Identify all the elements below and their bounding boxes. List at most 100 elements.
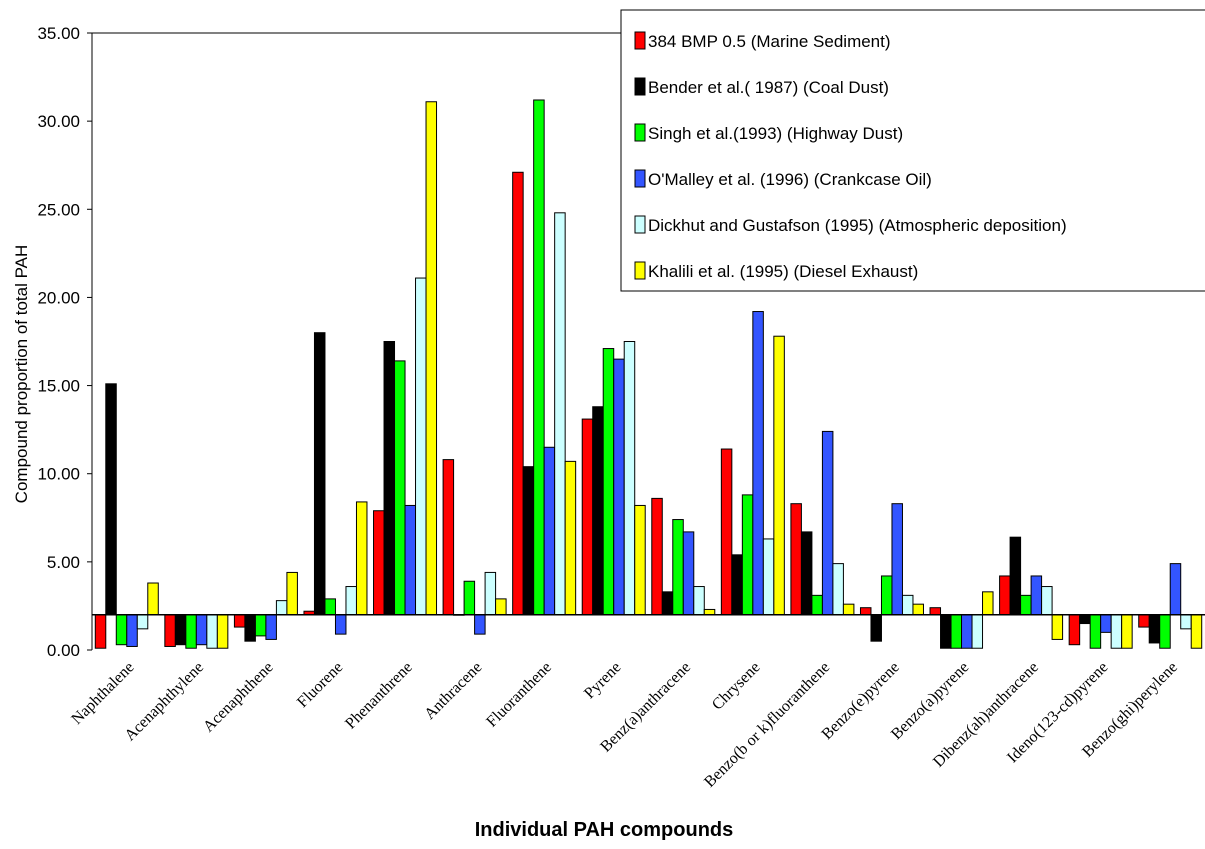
- bar-4-anthracene: [474, 614, 486, 635]
- y-tick-label: 20.00: [37, 288, 80, 307]
- bar-5-ideno-123-cd-pyrene: [1110, 614, 1123, 649]
- y-tick-labels: 0.00 5.00 10.00 15.00 20.00 25.00 30.00 35.00: [37, 24, 92, 660]
- legend-label: O'Malley et al. (1996) (Crankcase Oil): [648, 170, 932, 189]
- bar-2-acenaphthene: [244, 614, 256, 642]
- bar-3-benzo-ghi-perylene: [1159, 614, 1171, 649]
- y-tick-label: 25.00: [37, 200, 80, 219]
- bar-1-pyrene: [581, 418, 594, 616]
- bar-3-anthracene: [463, 580, 476, 616]
- legend-box: [620, 9, 1205, 292]
- bar-2-chrysene: [731, 554, 743, 616]
- bar-5-naphthalene: [136, 614, 149, 630]
- bar-6-acenaphthene: [286, 571, 298, 616]
- bar-4-benzo-e-pyrene: [891, 503, 903, 616]
- x-tick-label: Pyrene: [581, 659, 624, 702]
- bar-1-ideno-123-cd-pyrene: [1068, 614, 1081, 646]
- bar-4-fluoranthene: [543, 446, 556, 616]
- bar-5-benz-a-anthracene: [693, 586, 705, 616]
- y-axis-label: Compound proportion of total PAH: [12, 245, 31, 504]
- bar-5-pyrene: [623, 341, 636, 616]
- bar-6-acenaphthylene: [216, 614, 229, 649]
- bar-3-dibenz-ah-anthracene: [1020, 594, 1032, 616]
- bar-1-phenanthrene: [373, 510, 385, 616]
- bar-3-benzo-b-or-k-fluoranthene: [811, 594, 823, 616]
- bar-6-anthracene: [495, 598, 507, 616]
- bar-6-phenanthrene: [425, 101, 438, 616]
- y-tick-label: 35.00: [37, 24, 80, 43]
- legend-swatch: [634, 123, 646, 142]
- legend-swatch: [634, 261, 646, 280]
- bar-4-fluorene: [334, 614, 347, 635]
- bar-1-benzo-e-pyrene: [859, 607, 872, 616]
- bar-2-benz-a-anthracene: [661, 591, 674, 616]
- bar-3-pyrene: [602, 348, 615, 616]
- bar-1-chrysene: [720, 448, 733, 616]
- bar-1-acenaphthene: [233, 614, 246, 628]
- bar-3-phenanthrene: [394, 360, 406, 616]
- bar-4-chrysene: [752, 311, 764, 616]
- y-tick-label: 10.00: [37, 465, 80, 484]
- bar-1-acenaphthylene: [164, 614, 176, 647]
- x-tick-label: Naphthalene: [68, 659, 137, 728]
- legend-label: 384 BMP 0.5 (Marine Sediment): [648, 32, 891, 51]
- bar-3-naphthalene: [115, 614, 128, 646]
- bar-2-fluorene: [313, 332, 326, 616]
- bar-5-acenaphthylene: [206, 614, 218, 649]
- bar-3-acenaphthylene: [185, 614, 197, 649]
- legend-swatch: [634, 31, 646, 50]
- bar-6-fluorene: [355, 501, 368, 616]
- bar-4-acenaphthylene: [195, 614, 208, 646]
- x-tick-label: Phenanthrene: [342, 659, 416, 733]
- bar-6-naphthalene: [147, 582, 159, 616]
- bar-5-benzo-b-or-k-fluoranthene: [832, 563, 844, 616]
- bar-6-benzo-e-pyrene: [912, 603, 924, 616]
- y-tick-label: 30.00: [37, 112, 80, 131]
- bar-4-benzo-b-or-k-fluoranthene: [821, 430, 834, 616]
- bar-1-benzo-a-pyrene: [929, 607, 942, 616]
- legend-swatch: [634, 169, 646, 188]
- bar-1-anthracene: [442, 459, 455, 616]
- legend-label: Bender et al.( 1987) (Coal Dust): [648, 78, 889, 97]
- bar-4-dibenz-ah-anthracene: [1030, 575, 1043, 616]
- bar-2-benzo-e-pyrene: [870, 614, 882, 642]
- legend-swatch: [634, 215, 646, 234]
- legend-label: Khalili et al. (1995) (Diesel Exhaust): [648, 262, 918, 281]
- bar-5-acenaphthene: [275, 600, 288, 616]
- x-axis-label: Individual PAH compounds: [475, 819, 734, 841]
- y-tick-label: 15.00: [37, 377, 80, 396]
- x-tick-label: Anthracene: [421, 659, 485, 723]
- bar-3-ideno-123-cd-pyrene: [1089, 614, 1102, 649]
- bar-5-fluoranthene: [554, 212, 566, 616]
- x-tick-label: Chrysene: [709, 659, 764, 714]
- bar-4-benzo-a-pyrene: [961, 614, 973, 649]
- bar-1-dibenz-ah-anthracene: [999, 575, 1011, 616]
- bar-3-benz-a-anthracene: [672, 519, 684, 616]
- bar-3-fluoranthene: [533, 99, 545, 616]
- bar-2-benzo-a-pyrene: [940, 614, 952, 649]
- y-tick-label: 5.00: [47, 553, 80, 572]
- bar-5-phenanthrene: [415, 277, 427, 616]
- bar-6-pyrene: [634, 504, 646, 616]
- bar-1-naphthalene: [94, 614, 107, 649]
- bar-5-anthracene: [484, 571, 497, 616]
- legend-label: Singh et al.(1993) (Highway Dust): [648, 124, 903, 143]
- legend: 384 BMP 0.5 (Marine Sediment) Bender et a…: [620, 9, 1205, 292]
- bar-3-acenaphthene: [254, 614, 267, 637]
- bar-6-chrysene: [773, 335, 785, 616]
- x-tick-label: Fluoranthene: [483, 659, 555, 731]
- bar-4-benzo-ghi-perylene: [1169, 563, 1182, 616]
- bar-5-benzo-a-pyrene: [971, 614, 984, 649]
- bar-4-naphthalene: [126, 614, 138, 647]
- bar-6-benzo-a-pyrene: [982, 591, 994, 616]
- bar-1-benzo-b-or-k-fluoranthene: [790, 503, 802, 616]
- y-tick-label: 0.00: [47, 641, 80, 660]
- bar-6-fluoranthene: [564, 460, 577, 616]
- bar-5-fluorene: [345, 586, 357, 616]
- bar-2-dibenz-ah-anthracene: [1009, 536, 1022, 616]
- bar-2-benzo-b-or-k-fluoranthene: [800, 531, 813, 616]
- bar-4-phenanthrene: [404, 504, 417, 616]
- bar-6-benzo-b-or-k-fluoranthene: [842, 603, 855, 616]
- bar-4-pyrene: [613, 358, 625, 616]
